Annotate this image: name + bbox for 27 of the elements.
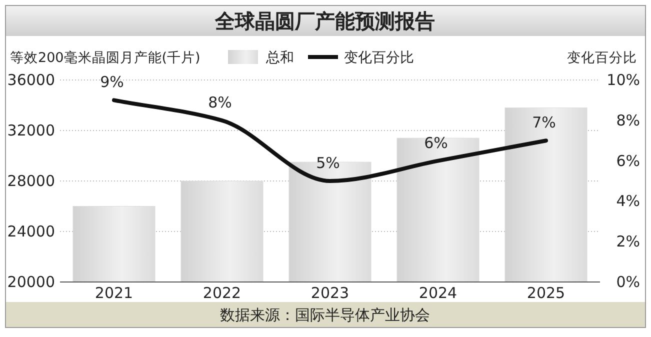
y2-tick-label: 10% <box>606 71 640 89</box>
data-label: 6% <box>424 134 448 152</box>
y2-tick-label: 8% <box>616 111 640 130</box>
data-label: 7% <box>532 114 556 132</box>
data-label: 5% <box>316 154 340 172</box>
x-tick-label: 2022 <box>202 284 242 302</box>
y-tick-label: 32000 <box>7 122 55 140</box>
y-axis-title: 等效200毫米晶圆月产能(千片) <box>10 50 200 66</box>
x-tick-label: 2023 <box>310 284 350 302</box>
data-label: 8% <box>208 93 232 112</box>
legend-label: 变化百分比 <box>344 50 414 66</box>
source-note: 数据来源：国际半导体产业协会 <box>220 306 430 324</box>
data-label: 9% <box>100 73 124 92</box>
chart-title: 全球晶圆厂产能预测报告 <box>214 9 435 33</box>
y-tick-label: 24000 <box>7 222 55 240</box>
y2-tick-label: 4% <box>616 192 640 210</box>
y-tick-label: 20000 <box>7 273 55 291</box>
x-tick-label: 2025 <box>526 284 566 302</box>
y-tick-label: 36000 <box>7 71 55 89</box>
y2-axis-title: 变化百分比 <box>567 50 637 66</box>
y2-tick-label: 0% <box>616 273 640 291</box>
x-tick-label: 2024 <box>418 284 458 302</box>
x-tick-label: 2021 <box>94 284 134 302</box>
y2-tick-label: 6% <box>616 152 640 170</box>
legend-label: 总和 <box>265 50 294 66</box>
y2-tick-label: 2% <box>616 232 640 251</box>
y-tick-label: 28000 <box>7 172 55 190</box>
